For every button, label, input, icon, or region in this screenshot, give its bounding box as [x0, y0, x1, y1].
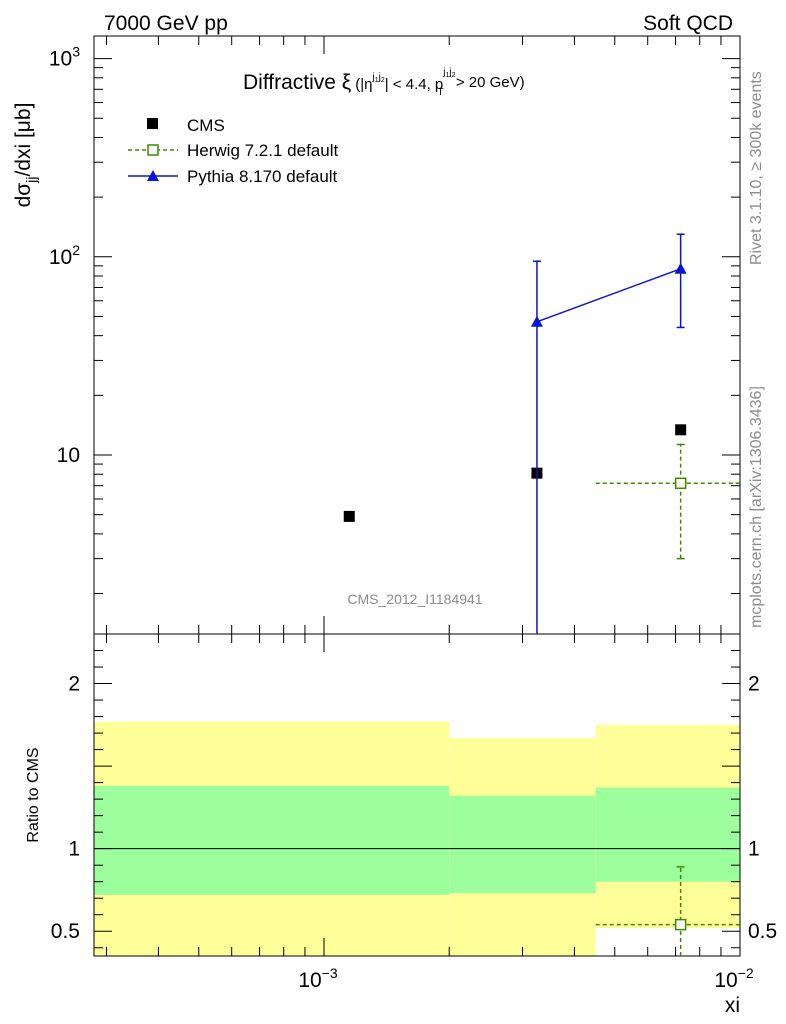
legend-pythia-marker [147, 170, 159, 181]
plot-title: Diffractive ξ (|ηj1j2| < 4.4, pj1j2 T > 20… [243, 67, 525, 98]
ratio-ytick-label-left-1: 1 [68, 838, 80, 861]
band-inner-2 [595, 787, 740, 882]
legend: CMS Herwig 7.2.1 default Pythia 8.170 de… [128, 116, 338, 186]
ratio-series [595, 866, 740, 956]
legend-pythia-label: Pythia 8.170 default [187, 167, 338, 186]
main-series [343, 233, 740, 634]
ratio-ytick-label-right-0: 0.5 [748, 920, 777, 943]
ratio-bands [94, 721, 740, 956]
x-axis-label: xi [725, 994, 740, 1017]
analysis-watermark: CMS_2012_I1184941 [347, 591, 482, 607]
ratio-plot-frame [93, 633, 741, 957]
band-inner-0 [94, 785, 450, 895]
herwig-point-0 [674, 477, 687, 490]
ratio-ytick-label-left-2: 2 [68, 673, 80, 696]
legend-cms-marker [147, 118, 158, 129]
legend-herwig-label: Herwig 7.2.1 default [187, 141, 338, 160]
pythia-point-0 [530, 315, 543, 327]
main-ytick-label-0: 10 [57, 444, 80, 467]
ratio-xtick-label-1: 10−2 [714, 965, 754, 992]
ratio-tick-labels: 0.5 0.5 1 1 2 2 10−3 10−2 [51, 673, 777, 992]
main-tick-labels: 10 102 103 [49, 44, 80, 467]
main-ytick-label-2: 103 [49, 44, 80, 71]
rivet-label: Rivet 3.1.10, ≥ 300k events [748, 71, 765, 265]
cms-point-0 [343, 510, 355, 522]
main-y-axis-label: dσjj/dxi [μb] [12, 103, 39, 208]
ratio-border [93, 633, 741, 957]
header-right: Soft QCD [643, 12, 733, 35]
cms-point-2 [675, 424, 687, 436]
ratio-ytick-label-right-2: 2 [748, 673, 760, 696]
ratio-y-axis-label: Ratio to CMS [25, 747, 42, 842]
ratio-ytick-label-left-0: 0.5 [51, 920, 80, 943]
series-line-2 [536, 268, 681, 323]
ratio-ytick-label-right-1: 1 [748, 838, 760, 861]
mcplots-label: mcplots.cern.ch [arXiv:1306.3436] [748, 386, 765, 628]
legend-herwig-marker [147, 144, 159, 156]
ratio-herwig-point-0 [674, 918, 687, 931]
band-inner-1 [449, 795, 596, 894]
pythia-point-1 [674, 262, 687, 274]
ratio-xtick-label-0: 10−3 [298, 965, 338, 992]
main-ytick-label-1: 102 [49, 242, 80, 269]
header-left: 7000 GeV pp [104, 12, 228, 35]
legend-cms-label: CMS [187, 116, 225, 135]
